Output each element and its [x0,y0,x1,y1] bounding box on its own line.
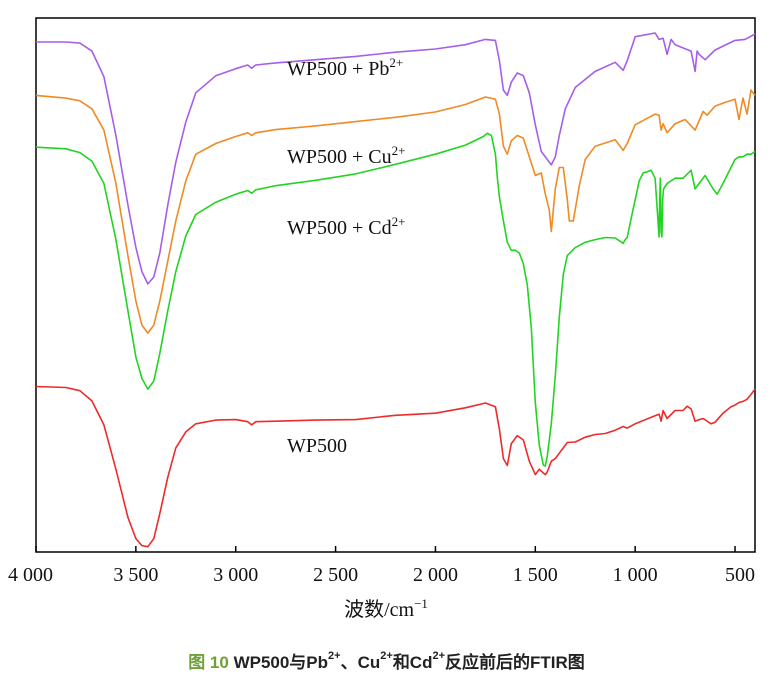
x-tick-label: 3 500 [113,564,158,586]
caption-text-3: 和Cd [392,653,433,672]
caption-sup-2: 2+ [380,650,393,663]
caption-text-1: WP500与Pb [233,653,329,672]
caption-text-2: 、Cu [340,653,381,672]
figure-number: 图 10 [188,653,229,672]
series-label-cd: WP500 + Cd2+ [287,214,405,239]
ftir-chart: 4 000 3 500 3 000 2 500 2 000 1 500 1 000 500 W… [8,17,756,621]
series-line-cd [35,132,756,467]
series-layer [35,32,756,548]
series-label-cu: WP500 + Cu2+ [287,143,405,168]
caption-sup-3: 2+ [432,650,446,663]
x-tick-label: 2 000 [413,564,458,586]
caption-text-4: 反应前后的FTIR图 [445,653,585,672]
figure-caption: 图 10 WP500与Pb2+、Cu2+和Cd2+反应前后的FTIR图 [0,648,773,673]
x-tick-label: 4 000 [8,564,53,586]
series-label-pb: WP500 + Pb2+ [287,55,403,80]
x-tick-label: 500 [725,564,755,586]
series-line-pb [36,32,756,285]
x-tick-label: 3 000 [213,564,258,586]
series-label-wp500: WP500 [287,435,347,457]
caption-sup-1: 2+ [328,650,341,663]
x-axis-label: 波数/cm−1 [344,596,428,621]
x-tick-label: 2 500 [313,564,358,586]
x-axis-ticks: 4 000 3 500 3 000 2 500 2 000 1 500 1 000 500 [8,546,755,586]
plot-frame [35,17,756,553]
series-line-wp500 [35,385,756,548]
x-tick-label: 1 000 [613,564,658,586]
series-line-cu [35,89,756,334]
x-tick-label: 1 500 [513,564,558,586]
